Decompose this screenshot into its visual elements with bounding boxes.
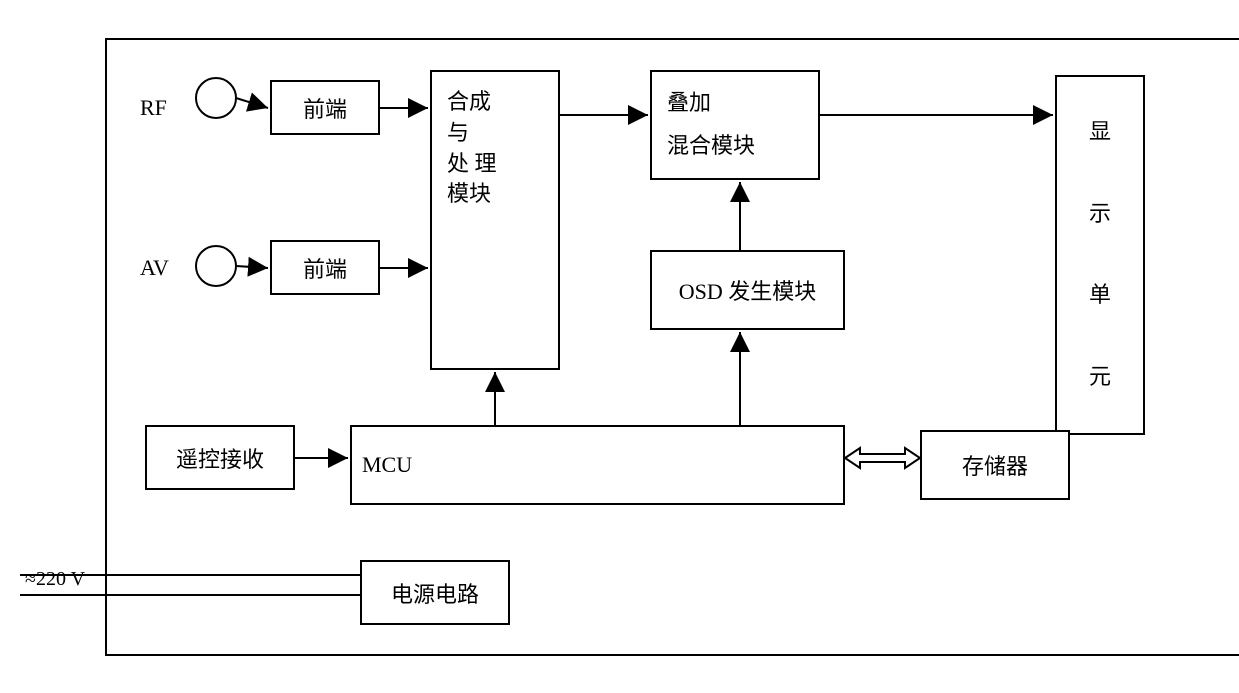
synth-line-1: 合成: [447, 87, 491, 118]
overlay-line-1: 叠加: [667, 88, 711, 119]
overlay-mix-box: 叠加 混合模块: [650, 70, 820, 180]
synth-line-4: 模块: [447, 179, 491, 210]
overlay-line-2: 混合模块: [667, 131, 755, 162]
mcu-box: MCU: [350, 425, 845, 505]
synth-line-2: 与: [447, 118, 469, 149]
display-line-1: 显: [1089, 117, 1111, 148]
av-label: AV: [140, 255, 169, 281]
block-diagram: RF AV ≈220 V 前端 前端 合成 与 处 理 模块 叠加 混合模块 O…: [20, 20, 1239, 673]
power-circuit-box: 电源电路: [360, 560, 510, 625]
voltage-label: ≈220 V: [25, 568, 85, 591]
osd-box: OSD 发生模块: [650, 250, 845, 330]
memory-box: 存储器: [920, 430, 1070, 500]
display-line-2: 示: [1089, 199, 1111, 230]
display-unit-box: 显 示 单 元: [1055, 75, 1145, 435]
remote-receive-box: 遥控接收: [145, 425, 295, 490]
rf-label: RF: [140, 95, 167, 121]
frontend-2-box: 前端: [270, 240, 380, 295]
synth-process-box: 合成 与 处 理 模块: [430, 70, 560, 370]
display-line-3: 单: [1089, 280, 1111, 311]
synth-line-3: 处 理: [447, 149, 497, 180]
display-line-4: 元: [1089, 362, 1111, 393]
frontend-1-box: 前端: [270, 80, 380, 135]
